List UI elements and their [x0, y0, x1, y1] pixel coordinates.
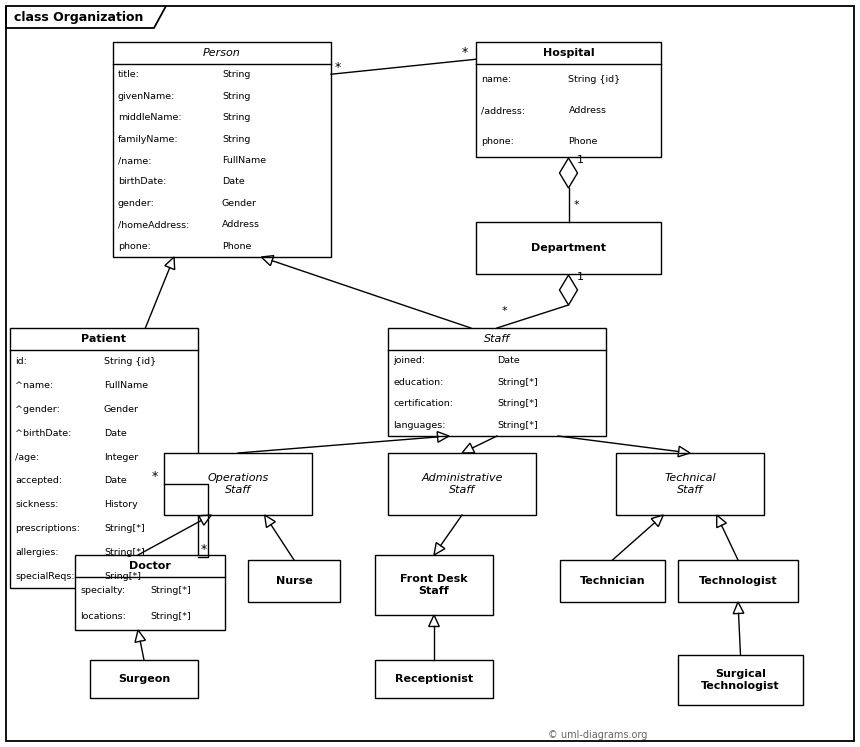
- Text: gender:: gender:: [118, 199, 155, 208]
- Text: Surgical
Technologist: Surgical Technologist: [701, 669, 780, 691]
- Text: Integer: Integer: [104, 453, 138, 462]
- Text: Sring[*]: Sring[*]: [104, 571, 141, 580]
- Text: Patient: Patient: [82, 334, 126, 344]
- Bar: [388, 328, 606, 436]
- Text: givenName:: givenName:: [118, 92, 175, 101]
- Bar: [10, 328, 198, 588]
- Text: FullName: FullName: [222, 156, 266, 165]
- Text: Date: Date: [222, 178, 245, 187]
- Text: *: *: [574, 200, 579, 210]
- Text: Technical
Staff: Technical Staff: [664, 473, 716, 495]
- Bar: [248, 560, 340, 602]
- Text: joined:: joined:: [393, 356, 425, 365]
- Text: String: String: [222, 92, 250, 101]
- Text: String: String: [222, 134, 250, 143]
- Text: title:: title:: [118, 70, 140, 79]
- Bar: [678, 655, 803, 705]
- Text: certification:: certification:: [393, 399, 453, 409]
- Text: ^gender:: ^gender:: [15, 405, 60, 414]
- Text: birthDate:: birthDate:: [118, 178, 166, 187]
- Bar: [164, 453, 312, 515]
- Text: phone:: phone:: [481, 137, 514, 146]
- Text: *: *: [335, 61, 341, 74]
- Text: String[*]: String[*]: [150, 613, 191, 622]
- Bar: [375, 660, 493, 698]
- Text: languages:: languages:: [393, 421, 445, 430]
- Text: String[*]: String[*]: [104, 524, 144, 533]
- Bar: [75, 555, 225, 630]
- Text: Person: Person: [203, 48, 241, 58]
- Text: Administrative
Staff: Administrative Staff: [421, 473, 503, 495]
- Text: © uml-diagrams.org: © uml-diagrams.org: [548, 730, 648, 740]
- Text: /address:: /address:: [481, 106, 525, 115]
- Text: education:: education:: [393, 378, 444, 387]
- Text: accepted:: accepted:: [15, 477, 62, 486]
- Text: ^name:: ^name:: [15, 381, 53, 390]
- Text: Date: Date: [104, 429, 126, 438]
- Text: String[*]: String[*]: [104, 548, 144, 557]
- Bar: [375, 555, 493, 615]
- Text: String {id}: String {id}: [568, 75, 621, 84]
- Text: Technician: Technician: [580, 576, 645, 586]
- Text: middleName:: middleName:: [118, 113, 181, 122]
- Text: String[*]: String[*]: [497, 399, 538, 409]
- Text: String: String: [222, 70, 250, 79]
- Text: *: *: [502, 306, 507, 316]
- Text: String[*]: String[*]: [497, 421, 538, 430]
- Text: locations:: locations:: [80, 613, 126, 622]
- Bar: [616, 453, 764, 515]
- Text: /name:: /name:: [118, 156, 151, 165]
- Bar: [678, 560, 798, 602]
- Text: Staff: Staff: [484, 334, 510, 344]
- Text: Hospital: Hospital: [543, 48, 594, 58]
- Bar: [113, 42, 331, 257]
- Text: Date: Date: [104, 477, 126, 486]
- Text: /age:: /age:: [15, 453, 40, 462]
- Text: String[*]: String[*]: [150, 586, 191, 595]
- Bar: [90, 660, 198, 698]
- Text: class Organization: class Organization: [14, 10, 144, 23]
- Text: 1: 1: [576, 155, 583, 165]
- Text: Receptionist: Receptionist: [395, 674, 473, 684]
- Text: sickness:: sickness:: [15, 500, 58, 509]
- Text: id:: id:: [15, 357, 27, 366]
- Text: Phone: Phone: [568, 137, 598, 146]
- Text: Front Desk
Staff: Front Desk Staff: [400, 574, 468, 596]
- Text: *: *: [152, 470, 158, 483]
- Text: Date: Date: [497, 356, 519, 365]
- Text: ^birthDate:: ^birthDate:: [15, 429, 71, 438]
- Text: Address: Address: [568, 106, 606, 115]
- Bar: [476, 42, 661, 157]
- Text: specialReqs:: specialReqs:: [15, 571, 75, 580]
- Text: Nurse: Nurse: [275, 576, 312, 586]
- Text: prescriptions:: prescriptions:: [15, 524, 80, 533]
- Text: phone:: phone:: [118, 242, 150, 251]
- Text: String: String: [222, 113, 250, 122]
- Text: Phone: Phone: [222, 242, 251, 251]
- Bar: [560, 560, 665, 602]
- Text: /homeAddress:: /homeAddress:: [118, 220, 189, 229]
- Bar: [388, 453, 536, 515]
- Text: String[*]: String[*]: [497, 378, 538, 387]
- Text: specialty:: specialty:: [80, 586, 125, 595]
- Text: String {id}: String {id}: [104, 357, 157, 366]
- Text: name:: name:: [481, 75, 511, 84]
- Text: Department: Department: [531, 243, 606, 253]
- Text: allergies:: allergies:: [15, 548, 58, 557]
- Text: Technologist: Technologist: [698, 576, 777, 586]
- Text: 1: 1: [576, 272, 583, 282]
- Text: FullName: FullName: [104, 381, 148, 390]
- Text: Address: Address: [222, 220, 260, 229]
- Text: Operations
Staff: Operations Staff: [207, 473, 268, 495]
- Text: *: *: [201, 543, 207, 556]
- Text: Surgeon: Surgeon: [118, 674, 170, 684]
- Text: Gender: Gender: [104, 405, 139, 414]
- Text: Doctor: Doctor: [129, 561, 171, 571]
- Bar: [476, 222, 661, 274]
- Text: History: History: [104, 500, 138, 509]
- Text: Gender: Gender: [222, 199, 257, 208]
- Text: familyName:: familyName:: [118, 134, 179, 143]
- Text: *: *: [462, 46, 468, 59]
